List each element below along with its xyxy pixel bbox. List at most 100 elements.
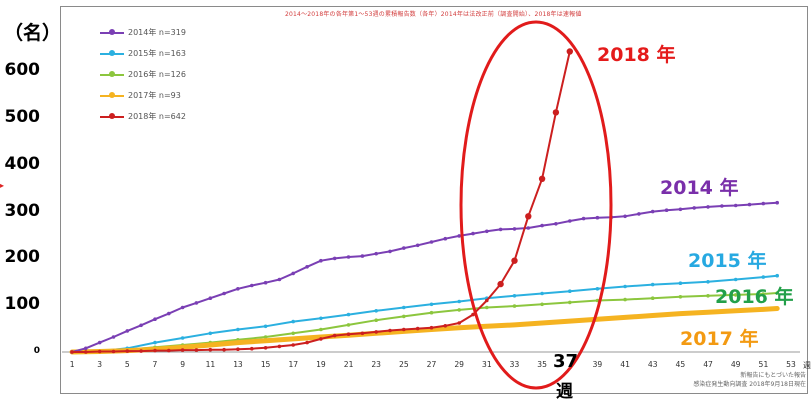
legend-item-2017: 2017年 n=93 (100, 89, 260, 110)
chart-frame (60, 6, 808, 394)
data-point-s2018 (70, 350, 74, 354)
data-point-s2015 (733, 277, 738, 282)
data-point-s2014 (97, 340, 102, 345)
data-point-s2018 (485, 298, 489, 303)
x-tick-label: 19 (316, 360, 326, 369)
data-point-s2014 (111, 335, 116, 339)
data-point-s2018 (139, 349, 143, 353)
data-point-s2018 (222, 347, 226, 352)
legend: 2014年 n=319 2015年 n=163 2016年 n=126 2017… (100, 26, 260, 131)
data-point-s2017 (678, 312, 682, 316)
data-point-s2014 (457, 234, 462, 238)
annotation-2016: 2016 年 (715, 286, 794, 308)
data-point-s2014 (443, 236, 448, 241)
x-tick-label: 43 (647, 360, 658, 369)
data-point-s2014 (250, 283, 254, 288)
data-point-s2016 (540, 302, 544, 307)
data-point-s2015 (650, 282, 655, 287)
data-point-s2017 (513, 323, 516, 327)
data-point-s2014 (360, 254, 365, 258)
data-point-s2018 (250, 346, 254, 351)
data-point-s2018 (388, 328, 392, 333)
data-point-s2018 (332, 333, 337, 338)
data-point-s2014 (664, 208, 669, 212)
y-tick-label: 200 (4, 247, 41, 268)
x-tick-label: 13 (233, 360, 243, 369)
data-point-s2018 (125, 349, 130, 353)
y-axis-unit-label: （名） (4, 22, 62, 44)
legend-swatch-2017 (100, 92, 124, 98)
data-point-s2018 (443, 324, 448, 328)
data-point-s2015 (374, 309, 379, 313)
data-point-s2018 (360, 331, 365, 336)
x-tick-label: 15 (260, 360, 271, 369)
data-point-s2018 (552, 109, 560, 116)
data-point-s2014 (167, 311, 171, 316)
legend-item-2015: 2015年 n=163 (100, 47, 260, 68)
legend-swatch-2015 (100, 50, 124, 56)
data-point-s2018 (167, 348, 171, 353)
data-point-s2015 (623, 284, 627, 289)
series-line-s2014 (71, 201, 779, 353)
data-point-s2017 (568, 319, 572, 323)
y-tick-label: 300 (4, 200, 41, 221)
data-point-s2014 (180, 305, 185, 310)
data-point-s2016 (568, 300, 572, 305)
series-line-s2017 (69, 306, 780, 355)
data-point-s2015 (402, 305, 406, 310)
y-tick-label: 100 (4, 294, 41, 315)
data-point-s2014 (650, 209, 655, 214)
data-point-s2018 (291, 343, 296, 347)
data-point-s2018 (402, 327, 406, 332)
data-point-s2015 (457, 299, 462, 304)
chart-note: 2014～2018年の各年第1～53週の累積報告数（各年）2014年は法改正前（… (285, 11, 582, 18)
data-point-s2018 (538, 175, 546, 182)
data-point-s2014 (512, 227, 517, 231)
data-point-s2017 (264, 339, 268, 343)
data-point-s2018 (111, 349, 116, 354)
data-point-s2016 (402, 314, 406, 319)
data-point-s2018 (153, 348, 157, 353)
data-point-s2014 (346, 255, 351, 259)
data-point-s2018 (471, 312, 475, 317)
data-point-s2017 (485, 324, 489, 328)
data-point-s2015 (761, 275, 766, 279)
data-point-s2018 (277, 344, 282, 349)
data-point-s2017 (775, 307, 779, 310)
data-point-s2018 (374, 330, 379, 334)
x-tick-label: 23 (371, 360, 381, 369)
data-point-s2016 (263, 335, 268, 339)
x-tick-label: 51 (758, 360, 769, 369)
data-point-s2014 (637, 212, 641, 216)
data-point-s2017 (208, 343, 212, 347)
x-tick-label: 49 (730, 360, 741, 369)
source-note: 新報告にもとづいた報告 感染症発生動向調査 2018年9月18日現在 (688, 371, 806, 389)
data-point-s2014 (623, 214, 627, 219)
data-point-s2017 (457, 326, 461, 330)
data-point-s2014 (775, 200, 779, 205)
data-point-s2017 (595, 317, 599, 321)
data-point-s2016 (457, 308, 462, 312)
data-point-s2018 (97, 349, 102, 354)
highlight-week-unit: 週 (556, 382, 573, 402)
legend-label-2015: 2015年 n=163 (128, 49, 186, 58)
data-point-s2014 (125, 329, 130, 333)
legend-swatch-2014 (100, 29, 124, 35)
legend-label-2016: 2016年 n=126 (128, 70, 186, 79)
data-point-s2015 (153, 340, 157, 345)
data-point-s2016 (429, 310, 434, 315)
data-point-s2018 (236, 347, 240, 352)
annotation-2018: 2018 年 (597, 44, 676, 66)
legend-item-2014: 2014年 n=319 (100, 26, 260, 47)
data-point-s2018 (319, 337, 323, 341)
data-point-s2014 (595, 215, 600, 220)
data-point-s2016 (346, 323, 351, 327)
data-point-s2014 (568, 219, 572, 223)
data-point-s2014 (305, 265, 309, 269)
data-point-s2014 (720, 204, 724, 208)
data-point-s2014 (291, 271, 296, 276)
data-point-s2014 (319, 258, 323, 263)
data-point-s2018 (497, 280, 504, 288)
data-point-s2014 (277, 277, 282, 282)
